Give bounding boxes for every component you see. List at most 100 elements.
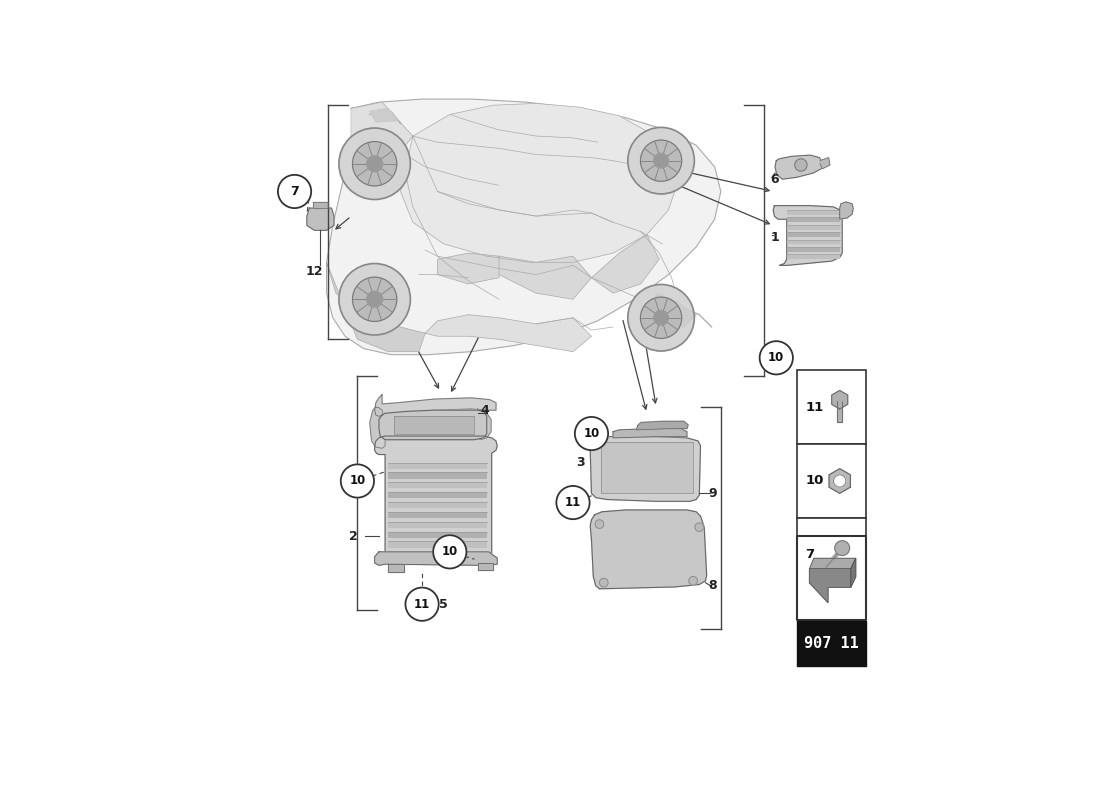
Circle shape bbox=[640, 140, 682, 182]
Polygon shape bbox=[388, 472, 486, 478]
Polygon shape bbox=[388, 512, 486, 518]
Polygon shape bbox=[307, 208, 334, 230]
Polygon shape bbox=[375, 394, 496, 416]
Polygon shape bbox=[773, 206, 843, 266]
Polygon shape bbox=[438, 253, 499, 284]
Text: 10: 10 bbox=[768, 351, 784, 364]
Bar bbox=[796, 518, 866, 592]
Circle shape bbox=[575, 417, 608, 450]
Circle shape bbox=[278, 175, 311, 208]
Circle shape bbox=[433, 535, 466, 569]
Circle shape bbox=[352, 142, 397, 186]
Circle shape bbox=[339, 263, 410, 335]
Polygon shape bbox=[850, 558, 856, 587]
Circle shape bbox=[653, 154, 669, 168]
Polygon shape bbox=[388, 522, 486, 528]
Polygon shape bbox=[474, 409, 491, 440]
Polygon shape bbox=[786, 254, 839, 259]
Polygon shape bbox=[388, 482, 486, 488]
Polygon shape bbox=[656, 293, 696, 327]
Polygon shape bbox=[375, 552, 497, 566]
Polygon shape bbox=[388, 542, 486, 547]
Polygon shape bbox=[370, 108, 397, 122]
Circle shape bbox=[339, 128, 410, 199]
Circle shape bbox=[794, 159, 807, 171]
Text: 7: 7 bbox=[290, 185, 299, 198]
Circle shape bbox=[600, 578, 608, 587]
Circle shape bbox=[653, 310, 669, 325]
Polygon shape bbox=[370, 407, 385, 448]
Circle shape bbox=[834, 475, 846, 487]
Polygon shape bbox=[786, 210, 839, 215]
Polygon shape bbox=[810, 558, 856, 569]
Text: 11: 11 bbox=[565, 496, 581, 509]
Polygon shape bbox=[314, 202, 328, 208]
Polygon shape bbox=[786, 232, 839, 237]
Polygon shape bbox=[776, 155, 823, 179]
Polygon shape bbox=[820, 158, 829, 169]
Text: 10: 10 bbox=[442, 546, 458, 558]
Polygon shape bbox=[394, 416, 474, 434]
Polygon shape bbox=[327, 262, 425, 352]
Circle shape bbox=[628, 127, 694, 194]
Polygon shape bbox=[832, 390, 848, 409]
Text: 10: 10 bbox=[583, 427, 600, 440]
Polygon shape bbox=[786, 225, 839, 230]
Polygon shape bbox=[810, 569, 850, 602]
Polygon shape bbox=[592, 234, 659, 293]
Circle shape bbox=[341, 464, 374, 498]
Circle shape bbox=[640, 297, 682, 338]
Polygon shape bbox=[601, 442, 693, 494]
Circle shape bbox=[557, 486, 590, 519]
Bar bbox=[796, 622, 866, 666]
Polygon shape bbox=[378, 410, 486, 440]
Circle shape bbox=[366, 156, 383, 172]
Polygon shape bbox=[637, 422, 689, 430]
Text: 3: 3 bbox=[576, 456, 585, 469]
Polygon shape bbox=[786, 247, 839, 252]
Text: 5: 5 bbox=[439, 598, 448, 610]
Circle shape bbox=[628, 285, 694, 351]
Text: 1: 1 bbox=[770, 231, 779, 244]
Text: 10: 10 bbox=[805, 474, 824, 487]
Polygon shape bbox=[425, 314, 592, 352]
Polygon shape bbox=[591, 510, 706, 589]
Polygon shape bbox=[400, 103, 678, 262]
Circle shape bbox=[689, 577, 697, 585]
Text: 11: 11 bbox=[414, 598, 430, 610]
Polygon shape bbox=[591, 437, 701, 502]
Bar bbox=[796, 537, 866, 619]
Polygon shape bbox=[786, 218, 839, 222]
Circle shape bbox=[366, 291, 383, 307]
Text: 6: 6 bbox=[770, 173, 779, 186]
Circle shape bbox=[695, 523, 704, 531]
Circle shape bbox=[352, 277, 397, 322]
Circle shape bbox=[406, 587, 439, 621]
Text: 4: 4 bbox=[481, 404, 490, 417]
Polygon shape bbox=[388, 531, 486, 538]
Text: 8: 8 bbox=[708, 579, 717, 592]
Circle shape bbox=[835, 541, 849, 555]
Polygon shape bbox=[388, 502, 486, 508]
Polygon shape bbox=[388, 492, 486, 498]
Polygon shape bbox=[477, 563, 493, 570]
Text: 9: 9 bbox=[708, 487, 717, 500]
Polygon shape bbox=[839, 202, 854, 219]
Text: 2: 2 bbox=[349, 530, 358, 543]
Text: 10: 10 bbox=[350, 474, 365, 487]
Bar bbox=[796, 444, 866, 518]
Polygon shape bbox=[351, 102, 412, 151]
Polygon shape bbox=[499, 256, 592, 299]
Polygon shape bbox=[388, 564, 404, 571]
Text: 12: 12 bbox=[306, 265, 323, 278]
Polygon shape bbox=[375, 436, 497, 561]
Polygon shape bbox=[786, 239, 839, 245]
Text: 7: 7 bbox=[805, 549, 814, 562]
Text: 907 11: 907 11 bbox=[804, 636, 858, 651]
Polygon shape bbox=[837, 401, 843, 422]
Polygon shape bbox=[327, 99, 720, 354]
Circle shape bbox=[595, 520, 604, 529]
Polygon shape bbox=[388, 462, 486, 469]
Text: 11: 11 bbox=[805, 401, 824, 414]
Polygon shape bbox=[613, 429, 686, 438]
